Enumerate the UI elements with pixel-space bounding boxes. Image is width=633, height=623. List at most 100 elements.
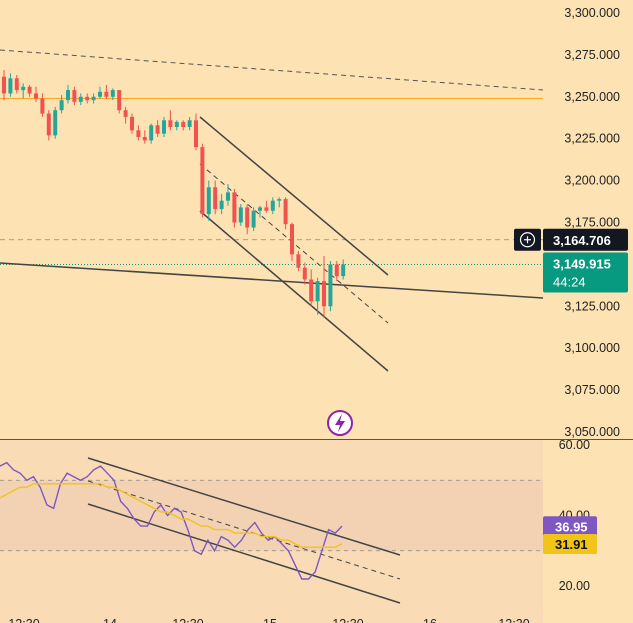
candle-body <box>21 86 26 91</box>
candle-body <box>245 207 250 228</box>
candle-body <box>66 90 70 101</box>
candle-body <box>53 110 58 136</box>
price-tick-label: 3,250.000 <box>564 90 620 104</box>
candle-body <box>162 120 166 134</box>
price-tags: 3,164.706 3,149.915 44:24 36.95 31.91 <box>514 228 628 555</box>
price-tick-label: 3,225.000 <box>564 132 620 146</box>
candle-body <box>219 200 224 210</box>
price-tick-label: 3,300.000 <box>564 6 620 20</box>
long-dashed-trendline[interactable] <box>0 49 544 91</box>
price-tick-label: 3,200.000 <box>564 174 620 188</box>
candle-body <box>187 120 192 127</box>
candle-body <box>322 281 326 307</box>
price-tick-label: 3,050.000 <box>564 425 620 439</box>
candle-body <box>270 200 275 211</box>
candle-body <box>27 86 32 94</box>
time-tick-label: 16 <box>423 617 437 623</box>
time-tick-label: 12:30 <box>498 617 529 623</box>
bar-countdown: 44:24 <box>553 275 586 290</box>
drawings <box>0 49 544 604</box>
flash-icon-bolt <box>335 414 345 432</box>
candle-body <box>59 100 64 111</box>
candle-body <box>91 96 96 101</box>
osc-fast-tag <box>543 516 597 537</box>
price-tick-label: 3,075.000 <box>564 383 620 397</box>
plus-circle-ring <box>519 232 536 248</box>
candle-body <box>194 120 198 148</box>
candle-body <box>168 120 173 127</box>
candle-body <box>328 264 333 307</box>
osc-slow-value: 31.91 <box>555 537 588 552</box>
price-tick-label: 3,100.000 <box>564 341 620 355</box>
candle-body <box>315 281 320 302</box>
candle-body <box>232 192 237 223</box>
osc-channel-upper[interactable] <box>87 457 401 556</box>
oscillator-tick-label: 20.00 <box>559 579 590 593</box>
candle-body <box>136 130 141 138</box>
last-price-value: 3,149.915 <box>553 257 611 272</box>
oscillator-slow-line <box>0 483 343 548</box>
candle-body <box>149 125 154 141</box>
candle-body <box>251 210 256 228</box>
candle-body <box>226 192 230 201</box>
candle-body <box>264 207 269 211</box>
candle-body <box>72 90 77 102</box>
price-channel-upper[interactable] <box>199 116 389 276</box>
icons <box>327 410 353 436</box>
candle-body <box>46 113 51 136</box>
candle-body <box>309 279 314 302</box>
candle-body <box>155 125 160 134</box>
long-support-trendline[interactable] <box>0 262 544 299</box>
candle-body <box>78 96 83 102</box>
oscillator-grid <box>0 439 633 623</box>
candle-body <box>8 78 13 94</box>
osc-fast-value: 36.95 <box>555 519 588 534</box>
price-grid <box>0 97 543 266</box>
candle-body <box>334 264 339 277</box>
price-tick-label: 3,175.000 <box>564 216 620 230</box>
price-tick-label: 3,125.000 <box>564 299 620 313</box>
time-tick-label: 12:30 <box>332 617 363 623</box>
candle-body <box>283 199 288 225</box>
candle-body <box>206 187 211 215</box>
flash-icon[interactable] <box>327 410 353 436</box>
candle-body <box>302 267 307 280</box>
candle-body <box>296 254 301 268</box>
last-price-tag <box>543 252 628 293</box>
osc-channel-lower[interactable] <box>87 503 401 604</box>
candle-body <box>85 96 90 101</box>
candle-body <box>117 90 122 111</box>
candle-body <box>2 76 6 94</box>
candle-body <box>130 116 134 131</box>
candle-body <box>104 91 109 97</box>
candles <box>2 69 346 319</box>
oscillator-fast-line <box>0 461 343 580</box>
candle-body <box>98 91 102 97</box>
candle-body <box>40 98 45 114</box>
osc-slow-tag <box>543 534 597 555</box>
crosshair-price-tag <box>543 228 628 251</box>
time-tick-label: 12:30 <box>172 617 203 623</box>
time-tick-label: 15 <box>263 617 277 623</box>
candle-body <box>258 207 262 211</box>
osc-channel-mid[interactable] <box>87 480 401 580</box>
time-tick-label: 14 <box>103 617 117 623</box>
oscillator-tick-label: 60.00 <box>559 438 590 452</box>
candle-body <box>34 93 38 99</box>
x-axis: 12:30 14 12:30 15 12:30 16 12:30 <box>8 617 529 623</box>
candle-body <box>238 207 243 223</box>
price-tick-label: 3,275.000 <box>564 48 620 62</box>
candle-body <box>277 199 282 201</box>
candle-body <box>213 187 218 210</box>
oscillator-lines <box>0 461 343 580</box>
price-channel-lower[interactable] <box>199 210 389 372</box>
candle-body <box>142 137 147 141</box>
plus-circle-icon[interactable] <box>519 232 536 248</box>
candle-body <box>341 264 346 277</box>
candle-body <box>181 121 186 127</box>
candle-body <box>110 90 115 97</box>
time-tick-label: 12:30 <box>8 617 39 623</box>
axes: 3,300.000 3,275.000 3,250.000 3,225.000 3,20… <box>559 6 620 593</box>
crosshair-price-value: 3,164.706 <box>553 233 611 248</box>
